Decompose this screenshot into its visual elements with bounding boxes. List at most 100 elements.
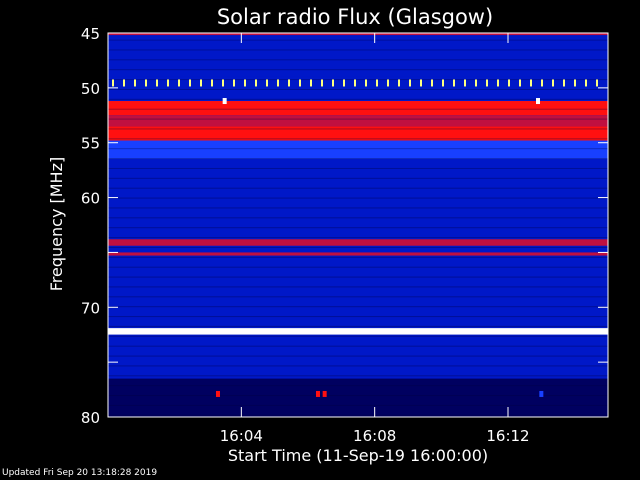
intensity-band: [108, 159, 608, 240]
noise-streak: [108, 335, 608, 337]
chart-title: Solar radio Flux (Glasgow): [217, 5, 493, 29]
noise-streak: [108, 286, 608, 288]
periodic-spike: [156, 79, 158, 87]
noise-streak: [108, 148, 608, 150]
noise-streak: [108, 98, 608, 100]
noise-streak: [108, 227, 608, 229]
noise-streak: [108, 187, 608, 189]
noise-streak: [108, 217, 608, 219]
periodic-spike: [112, 79, 114, 87]
noise-streak: [108, 355, 608, 357]
noise-streak: [108, 128, 608, 130]
periodic-spike: [222, 79, 224, 87]
intensity-band: [108, 334, 608, 379]
y-tick-label: 55: [81, 135, 100, 153]
noise-streak: [108, 39, 608, 41]
periodic-spike: [288, 79, 290, 87]
periodic-spike: [398, 79, 400, 87]
periodic-spike: [332, 79, 334, 87]
burst-mark: [216, 390, 220, 397]
noise-streak: [108, 306, 608, 308]
periodic-spike: [299, 79, 301, 87]
intensity-band: [108, 115, 608, 127]
intensity-band: [108, 33, 608, 36]
noise-streak: [108, 345, 608, 347]
periodic-spike: [431, 79, 433, 87]
plot-frame: [107, 32, 609, 418]
periodic-spike: [255, 79, 257, 87]
axis-ticks: 16:04 16:08 16:12 45 50 55 60 70 80: [81, 25, 609, 445]
noise-streak: [108, 69, 608, 71]
periodic-spike: [134, 79, 136, 87]
periodic-spike: [277, 79, 279, 87]
burst-mark: [536, 98, 540, 105]
periodic-spike: [189, 79, 191, 87]
y-axis-label: Frequency [MHz]: [47, 157, 66, 291]
periodic-spike: [178, 79, 180, 87]
noise-streak: [108, 246, 608, 248]
periodic-spike: [530, 79, 532, 87]
y-tick-label: 45: [81, 25, 100, 43]
x-tick-label: 16:12: [486, 427, 529, 445]
update-timestamp: Updated Fri Sep 20 13:18:28 2019: [2, 468, 158, 478]
noise-streak: [108, 404, 608, 406]
noise-streak: [108, 276, 608, 278]
periodic-spike: [486, 79, 488, 87]
periodic-spike: [464, 79, 466, 87]
noise-streak: [108, 385, 608, 387]
intensity-band: [108, 126, 608, 141]
intensity-band: [108, 101, 608, 116]
periodic-spike: [387, 79, 389, 87]
periodic-spike: [519, 79, 521, 87]
noise-streak: [108, 266, 608, 268]
periodic-spike: [321, 79, 323, 87]
periodic-spike: [145, 79, 147, 87]
periodic-spike: [266, 79, 268, 87]
periodic-spike: [453, 79, 455, 87]
noise-streak: [108, 138, 608, 140]
intensity-band: [108, 87, 608, 102]
noise-streak: [108, 316, 608, 318]
burst-mark: [222, 98, 227, 105]
periodic-spike: [167, 79, 169, 87]
noise-streak: [108, 108, 608, 110]
noise-streak: [108, 177, 608, 179]
noise-streak: [108, 207, 608, 209]
intensity-band: [108, 140, 608, 160]
periodic-spike: [420, 79, 422, 87]
intensity-band: [108, 255, 608, 329]
periodic-spike: [343, 79, 345, 87]
periodic-spike: [541, 79, 543, 87]
periodic-spike: [233, 79, 235, 87]
periodic-spike: [310, 79, 312, 87]
intensity-band: [108, 378, 608, 417]
noise-streak: [108, 79, 608, 81]
noise-streak: [108, 49, 608, 51]
intensity-band: [108, 252, 608, 256]
x-axis-label: Start Time (11-Sep-19 16:00:00): [228, 446, 488, 465]
intensity-band: [108, 76, 608, 88]
noise-streak: [108, 167, 608, 169]
noise-streak: [108, 59, 608, 61]
noise-streak: [108, 395, 608, 397]
periodic-spike: [365, 79, 367, 87]
x-tick-label: 16:04: [220, 427, 263, 445]
intensity-band: [108, 328, 608, 335]
periodic-spike: [585, 79, 587, 87]
periodic-spike: [508, 79, 510, 87]
burst-mark: [322, 390, 327, 397]
y-tick-label: 80: [81, 409, 100, 427]
periodic-spike: [211, 79, 213, 87]
y-tick-label: 50: [81, 80, 100, 98]
periodic-spike: [354, 79, 356, 87]
periodic-spike: [409, 79, 411, 87]
periodic-spike: [376, 79, 378, 87]
periodic-spike: [563, 79, 565, 87]
noise-streak: [108, 197, 608, 199]
noise-streak: [108, 325, 608, 327]
periodic-spike: [442, 79, 444, 87]
noise-streak: [108, 158, 608, 160]
periodic-spike: [497, 79, 499, 87]
periodic-spike: [574, 79, 576, 87]
